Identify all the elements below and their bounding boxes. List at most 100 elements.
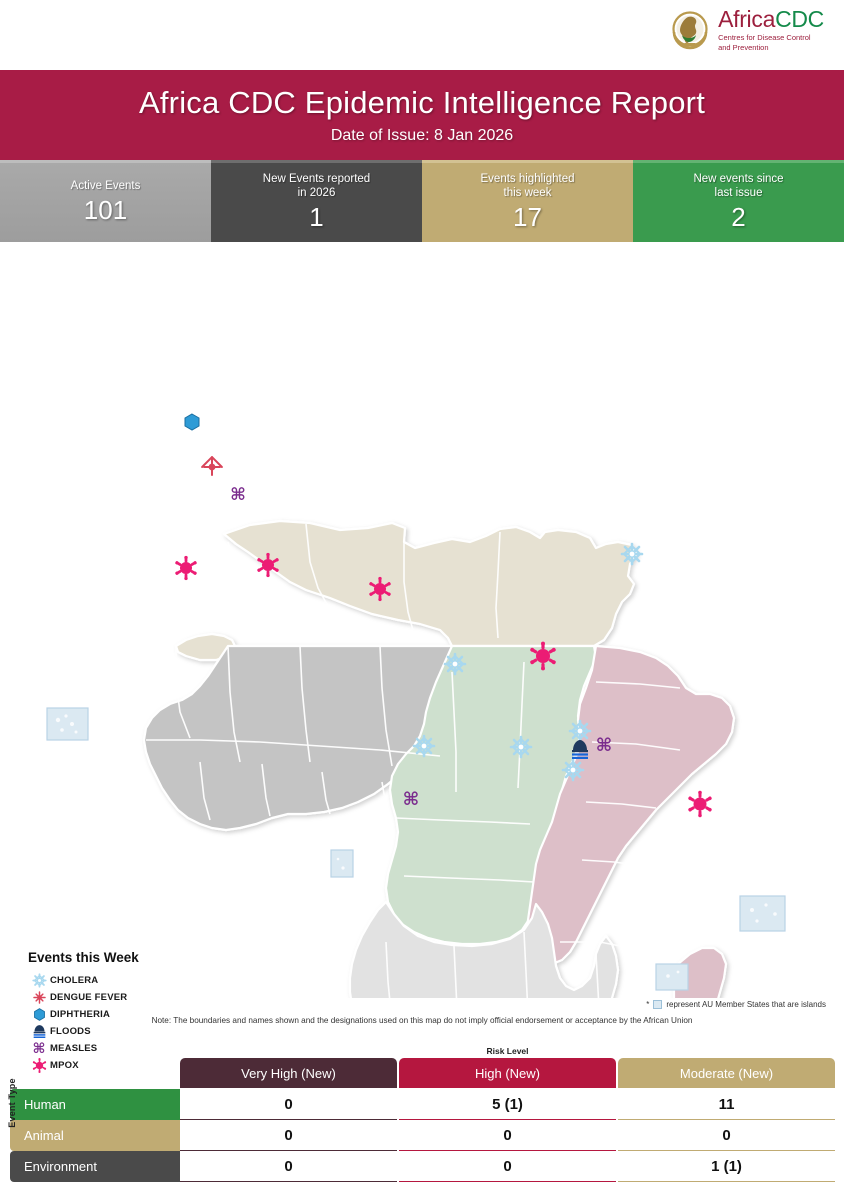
- kpi-label-line1: New events since: [693, 172, 784, 185]
- island-footnote-asterisk: *: [646, 1000, 650, 1009]
- africa-cdc-logo-icon: [668, 8, 712, 52]
- legend-item-mpox: MPOX: [28, 1057, 198, 1074]
- table-cell: 0: [399, 1120, 616, 1151]
- table-cell: 0: [180, 1151, 397, 1182]
- map-marker-cholera-snowflake-icon: [620, 542, 644, 566]
- legend-label: CHOLERA: [50, 975, 99, 986]
- logo-wordmark: AfricaCDC Centres for Disease Control an…: [718, 8, 824, 52]
- diphtheria-hexagon-icon: [28, 1007, 50, 1022]
- kpi-label-line2: in 2026: [297, 187, 336, 199]
- table-cell: 0: [618, 1120, 835, 1151]
- table-row-label-human: Human: [10, 1089, 180, 1120]
- kpi-label-line2: last issue: [714, 187, 763, 199]
- kpi-label: New Events reported in 2026: [263, 172, 370, 201]
- floods-icon: [28, 1024, 50, 1039]
- map-marker-cholera-snowflake-icon: [412, 734, 436, 758]
- mpox-virus-icon: [28, 1058, 50, 1073]
- table-column-header-high: High (New): [399, 1058, 616, 1088]
- map-marker-cholera-snowflake-icon: [509, 735, 533, 759]
- logo-bar: AfricaCDC Centres for Disease Control an…: [0, 0, 844, 70]
- table-header-row: Very High (New) High (New) Moderate (New…: [180, 1058, 835, 1088]
- legend-item-dengue-fever: DENGUE FEVER: [28, 989, 198, 1006]
- risk-level-title: Risk Level: [486, 1046, 529, 1056]
- kpi-value: 17: [513, 202, 542, 233]
- map-region-southern-africa: [348, 900, 620, 998]
- map-marker-floods-icon: [572, 740, 588, 759]
- africa-map-svg: ⌘: [46, 413, 786, 998]
- risk-level-table: Risk Level Very High (New) High (New) Mo…: [0, 1046, 844, 1194]
- brand-name-first: Africa: [718, 6, 776, 32]
- map-marker-mpox-virus-icon: [369, 576, 391, 602]
- svg-text:⌘: ⌘: [596, 735, 613, 756]
- map-marker-measles-icon: ⌘: [230, 485, 246, 505]
- svg-text:⌘: ⌘: [403, 789, 420, 810]
- kpi-active-events: Active Events 101: [0, 160, 211, 242]
- table-cell: 0: [180, 1089, 397, 1120]
- map-marker-mpox-virus-icon: [530, 641, 556, 671]
- measles-icon: ⌘: [32, 1040, 46, 1057]
- kpi-events-highlighted: Events highlighted this week 17: [422, 160, 633, 242]
- table-row-label-environment: Environment: [10, 1151, 180, 1182]
- kpi-label: New events since last issue: [693, 172, 783, 201]
- kpi-label: Active Events: [70, 179, 141, 192]
- map-marker-diphtheria-hexagon-icon: [184, 413, 200, 431]
- table-row: Human 0 5 (1) 11: [10, 1089, 835, 1120]
- brand-name-second: CDC: [775, 6, 824, 32]
- legend-item-cholera: CHOLERA: [28, 972, 198, 989]
- island-footnote: * represent AU Member States that are is…: [646, 1000, 826, 1009]
- map-marker-dengue-mosquito-icon: [201, 456, 223, 476]
- page-title: Africa CDC Epidemic Intelligence Report: [138, 85, 706, 120]
- map-marker-cholera-snowflake-icon: [443, 652, 467, 676]
- kpi-value: 2: [731, 202, 746, 233]
- issue-date: Date of Issue: 8 Jan 2026: [330, 127, 514, 144]
- legend-title: Events this Week: [28, 950, 139, 965]
- legend-label: MPOX: [50, 1060, 79, 1071]
- map-island-boxes: [46, 707, 786, 991]
- map-marker-cholera-snowflake-icon: [561, 758, 585, 782]
- cholera-snowflake-icon: [28, 973, 50, 988]
- legend-item-floods: FLOODS: [28, 1023, 198, 1040]
- brand-tagline-line1: Centres for Disease Control: [718, 33, 811, 42]
- legend-label: DIPHTHERIA: [50, 1009, 111, 1020]
- kpi-strip: Active Events 101 New Events reported in…: [0, 160, 844, 242]
- svg-text:⌘: ⌘: [230, 485, 246, 505]
- table-row: Environment 0 0 1 (1): [10, 1151, 835, 1182]
- legend-label: FLOODS: [50, 1026, 91, 1037]
- dengue-mosquito-icon: [28, 990, 50, 1005]
- kpi-label-line1: New Events reported: [262, 172, 371, 185]
- table-cell: 0: [180, 1120, 397, 1151]
- map-marker-mpox-virus-icon: [175, 555, 197, 581]
- map-region-north-africa: [174, 519, 638, 662]
- table-column-header-moderate: Moderate (New): [618, 1058, 835, 1088]
- kpi-new-events-since-last-issue: New events since last issue 2: [633, 160, 844, 242]
- legend-label: DENGUE FEVER: [50, 992, 128, 1003]
- map-marker-cholera-snowflake-icon: [568, 719, 592, 743]
- kpi-label-line1: Events highlighted: [480, 172, 575, 185]
- island-swatch-icon: [653, 1000, 663, 1009]
- kpi-value: 101: [83, 195, 128, 226]
- kpi-new-events-year: New Events reported in 2026 1: [211, 160, 422, 242]
- table-row: Animal 0 0 0: [10, 1120, 835, 1151]
- map-marker-measles-icon: ⌘: [596, 735, 613, 756]
- africa-map: ⌘: [0, 242, 844, 1073]
- table-row-label-animal: Animal: [10, 1120, 180, 1151]
- brand-tagline-line2: and Prevention: [718, 42, 769, 52]
- map-disclaimer-note: Note: The boundaries and names shown and…: [151, 1016, 693, 1025]
- table-cell: 0: [399, 1151, 616, 1182]
- table-cell: 1 (1): [618, 1151, 835, 1182]
- island-footnote-text: represent AU Member States that are isla…: [666, 1000, 826, 1009]
- map-marker-mpox-virus-icon: [688, 790, 712, 818]
- kpi-value: 1: [309, 202, 324, 233]
- africa-cdc-logo: AfricaCDC Centres for Disease Control an…: [668, 8, 824, 52]
- map-country-borders: [146, 523, 681, 998]
- legend-item-measles: ⌘ MEASLES: [28, 1040, 198, 1057]
- table-cell: 5 (1): [399, 1089, 616, 1120]
- event-type-axis-label: Event Type: [7, 1078, 17, 1128]
- legend-item-diphtheria: DIPHTHERIA: [28, 1006, 198, 1023]
- map-legend: Events this Week CHOLERA: [28, 950, 198, 1074]
- report-title-banner: Africa CDC Epidemic Intelligence Report …: [0, 70, 844, 160]
- kpi-label-line2: this week: [503, 187, 552, 199]
- table-column-header-very-high: Very High (New): [180, 1058, 397, 1088]
- legend-label: MEASLES: [50, 1043, 98, 1054]
